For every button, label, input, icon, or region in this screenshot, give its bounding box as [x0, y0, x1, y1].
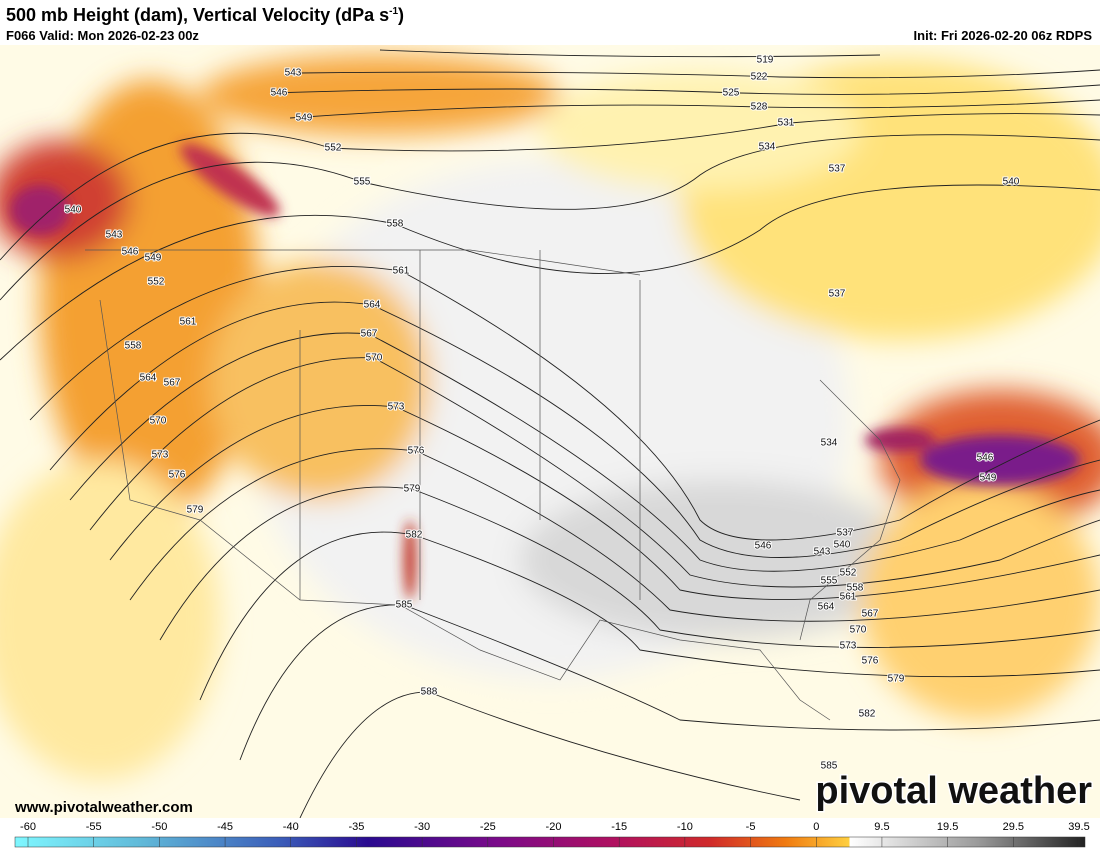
contour-label: 549	[296, 113, 313, 124]
contour-label: 567	[862, 609, 879, 620]
website: www.pivotalweather.com	[14, 799, 193, 816]
logo: pivotal weather	[815, 770, 1092, 812]
colorbar-tick-label: -55	[86, 821, 102, 833]
contour-label: 588	[421, 687, 438, 698]
colorbar-tick-label: 0	[813, 821, 819, 833]
contour-label: 540	[65, 205, 82, 216]
contour-label: 558	[387, 219, 404, 230]
contour-label: 534	[821, 438, 838, 449]
contour-label: 537	[829, 164, 846, 175]
contour-label: 576	[408, 446, 425, 457]
contour-label: 552	[840, 568, 857, 579]
contour-label: 570	[850, 625, 867, 636]
contour-label: 552	[325, 143, 342, 154]
contour-label: 582	[859, 709, 876, 720]
valid-time: F066 Valid: Mon 2026-02-23 00z	[6, 28, 199, 43]
contour-label: 564	[818, 602, 835, 613]
contour-label: 555	[354, 177, 371, 188]
contour-label: 546	[977, 453, 994, 464]
contour-label: 546	[122, 247, 139, 258]
contour-label: 582	[406, 530, 423, 541]
colorbar-tick-label: -40	[283, 821, 299, 833]
contour-label: 579	[187, 505, 204, 516]
contour-label: 567	[164, 378, 181, 389]
contour-label: 573	[152, 450, 169, 461]
colorbar-tick-label: -10	[677, 821, 693, 833]
contour-label: 546	[755, 541, 772, 552]
contour-label: 549	[980, 473, 997, 484]
colorbar	[14, 836, 1086, 848]
contour-label: 525	[723, 88, 740, 99]
contour-label: 561	[393, 266, 410, 277]
contour-label: 570	[366, 353, 383, 364]
colorbar-tick-label: -5	[746, 821, 756, 833]
colorbar-tick-label: -25	[480, 821, 496, 833]
contour-label: 543	[106, 230, 123, 241]
contour-label: 567	[361, 329, 378, 340]
colorbar-tick-label: -20	[546, 821, 562, 833]
contour-label: 552	[148, 277, 165, 288]
map: 5195225255285315345375405375345435465495…	[0, 45, 1100, 818]
title: 500 mb Height (dam), Vertical Velocity (…	[6, 5, 404, 25]
contour-label: 537	[829, 289, 846, 300]
contour-label: 585	[821, 761, 838, 772]
contour-label: 540	[834, 540, 851, 551]
contour-label: 564	[364, 300, 381, 311]
colorbar-tick-label: -45	[217, 821, 233, 833]
title-sup: -1	[389, 6, 398, 17]
contour-label: 570	[150, 416, 167, 427]
colorbar-tick-label: 29.5	[1003, 821, 1024, 833]
contour-label: 549	[145, 253, 162, 264]
contour-label: 561	[840, 592, 857, 603]
init-time: Init: Fri 2026-02-20 06z RDPS	[914, 28, 1093, 43]
contour-label: 519	[757, 55, 774, 66]
contour-label: 576	[862, 656, 879, 667]
contour-label: 537	[837, 528, 854, 539]
contour-label: 543	[285, 68, 302, 79]
contour-label: 579	[404, 484, 421, 495]
contour-label: 531	[778, 118, 795, 129]
contour-label: 573	[840, 641, 857, 652]
contour-label: 579	[888, 674, 905, 685]
footer: www.pivotalweather.com pivotal weather	[14, 769, 1094, 817]
colorbar-tick-label: -15	[611, 821, 627, 833]
contour-label: 558	[847, 583, 864, 594]
contour-label: 546	[271, 88, 288, 99]
title-end: )	[398, 5, 404, 25]
colorbar-tick-label: -50	[151, 821, 167, 833]
contour-label: 534	[759, 142, 776, 153]
contour-label: 585	[396, 600, 413, 611]
contour-label: 540	[1003, 177, 1020, 188]
borders	[85, 249, 901, 721]
contour-label: 564	[140, 373, 157, 384]
colorbar-tick-label: 19.5	[937, 821, 958, 833]
contour-label: 528	[751, 102, 768, 113]
colorbar-tick-label: -35	[348, 821, 364, 833]
contour-label: 561	[180, 317, 197, 328]
contours	[0, 49, 1100, 818]
contour-label: 573	[388, 402, 405, 413]
contour-label: 576	[169, 470, 186, 481]
colorbar-tick-label: -30	[414, 821, 430, 833]
contour-label: 555	[821, 576, 838, 587]
contour-label: 543	[814, 547, 831, 558]
header: 500 mb Height (dam), Vertical Velocity (…	[6, 5, 1092, 43]
colorbar-tick-label: 9.5	[874, 821, 889, 833]
colorbar-tick-label: -60	[20, 821, 36, 833]
contour-label: 558	[125, 341, 142, 352]
contour-label: 522	[751, 72, 768, 83]
title-main: 500 mb Height (dam), Vertical Velocity (…	[6, 5, 389, 25]
colorbar-tick-label: 39.5	[1068, 821, 1089, 833]
